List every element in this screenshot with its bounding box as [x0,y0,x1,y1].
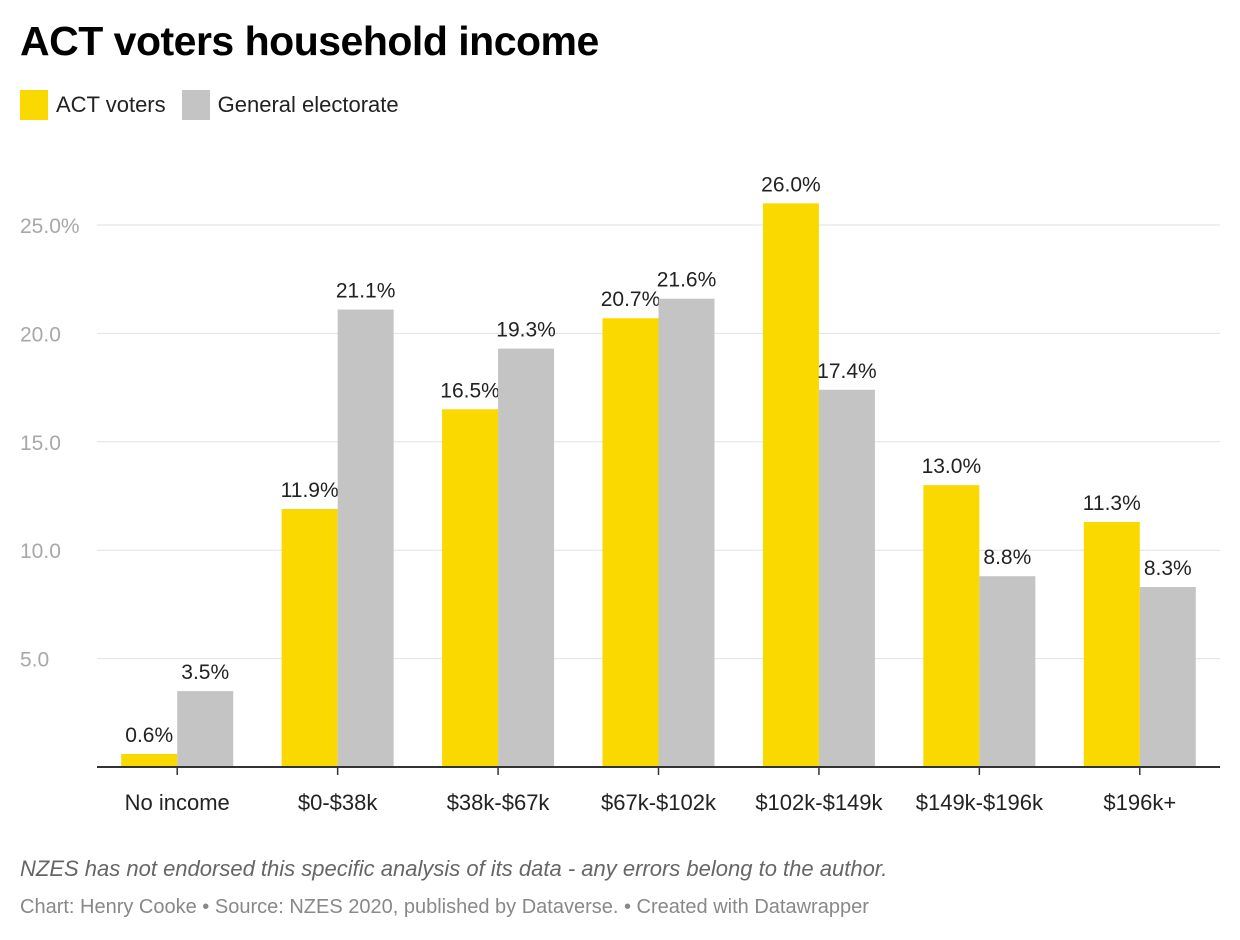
data-label: 21.1% [336,280,396,303]
y-tick-label: 20.0 [20,323,61,346]
data-label: 8.8% [983,546,1031,569]
y-tick-label: 10.0 [20,540,61,563]
legend-item-general-electorate: General electorate [181,90,399,120]
data-label: 11.3% [1083,492,1141,515]
legend-item-act-voters: ACT voters [20,90,166,120]
bar [602,318,659,767]
y-tick-label: 25.0% [20,215,80,238]
y-tick-label: 15.0 [20,432,61,455]
data-label: 11.9% [281,479,339,502]
bar [1139,587,1196,767]
bar [281,509,338,767]
bar [121,753,178,767]
bar [762,203,819,767]
data-label: 16.5% [440,379,500,402]
y-tick-label: 5.0 [20,649,49,672]
legend: ACT voters General electorate [20,90,415,120]
data-label: 3.5% [181,661,229,684]
x-tick-label: $67k-$102k [601,790,717,815]
x-tick-label: $38k-$67k [447,790,551,815]
x-tick-label: No income [125,790,230,815]
legend-swatch-act-voters [20,90,48,120]
data-label: 21.6% [657,269,717,292]
footer-credits: Chart: Henry Cooke • Source: NZES 2020, … [20,896,869,918]
data-label: 19.3% [496,319,556,342]
bar [177,691,234,767]
bar [818,389,875,767]
bar-chart: 5.0 10.0 15.0 20.0 25.0% 0.6% 3.5% No income 11.… [20,173,1220,815]
bar [979,576,1036,767]
x-tick-label: $0-$38k [298,790,379,815]
bar [498,348,555,767]
bar [442,409,499,767]
x-tick-label: $196k+ [1103,790,1176,815]
x-tick-label: $149k-$196k [916,790,1044,815]
data-label: 8.3% [1144,557,1192,580]
legend-label-general-electorate: General electorate [217,92,399,117]
data-label: 0.6% [125,724,173,747]
data-label: 26.0% [761,173,821,196]
footer-note: NZES has not endorsed this specific anal… [20,856,888,881]
legend-label-act-voters: ACT voters [56,92,166,117]
bar [923,485,980,767]
chart-title: ACT voters household income [20,18,599,64]
legend-swatch-general-electorate [181,90,210,120]
x-tick-label: $102k-$149k [755,790,883,815]
bar [658,298,715,767]
bar [1083,522,1140,767]
data-label: 17.4% [817,360,877,383]
bar [337,309,394,767]
data-label: 13.0% [922,455,982,478]
data-label: 20.7% [601,288,661,311]
